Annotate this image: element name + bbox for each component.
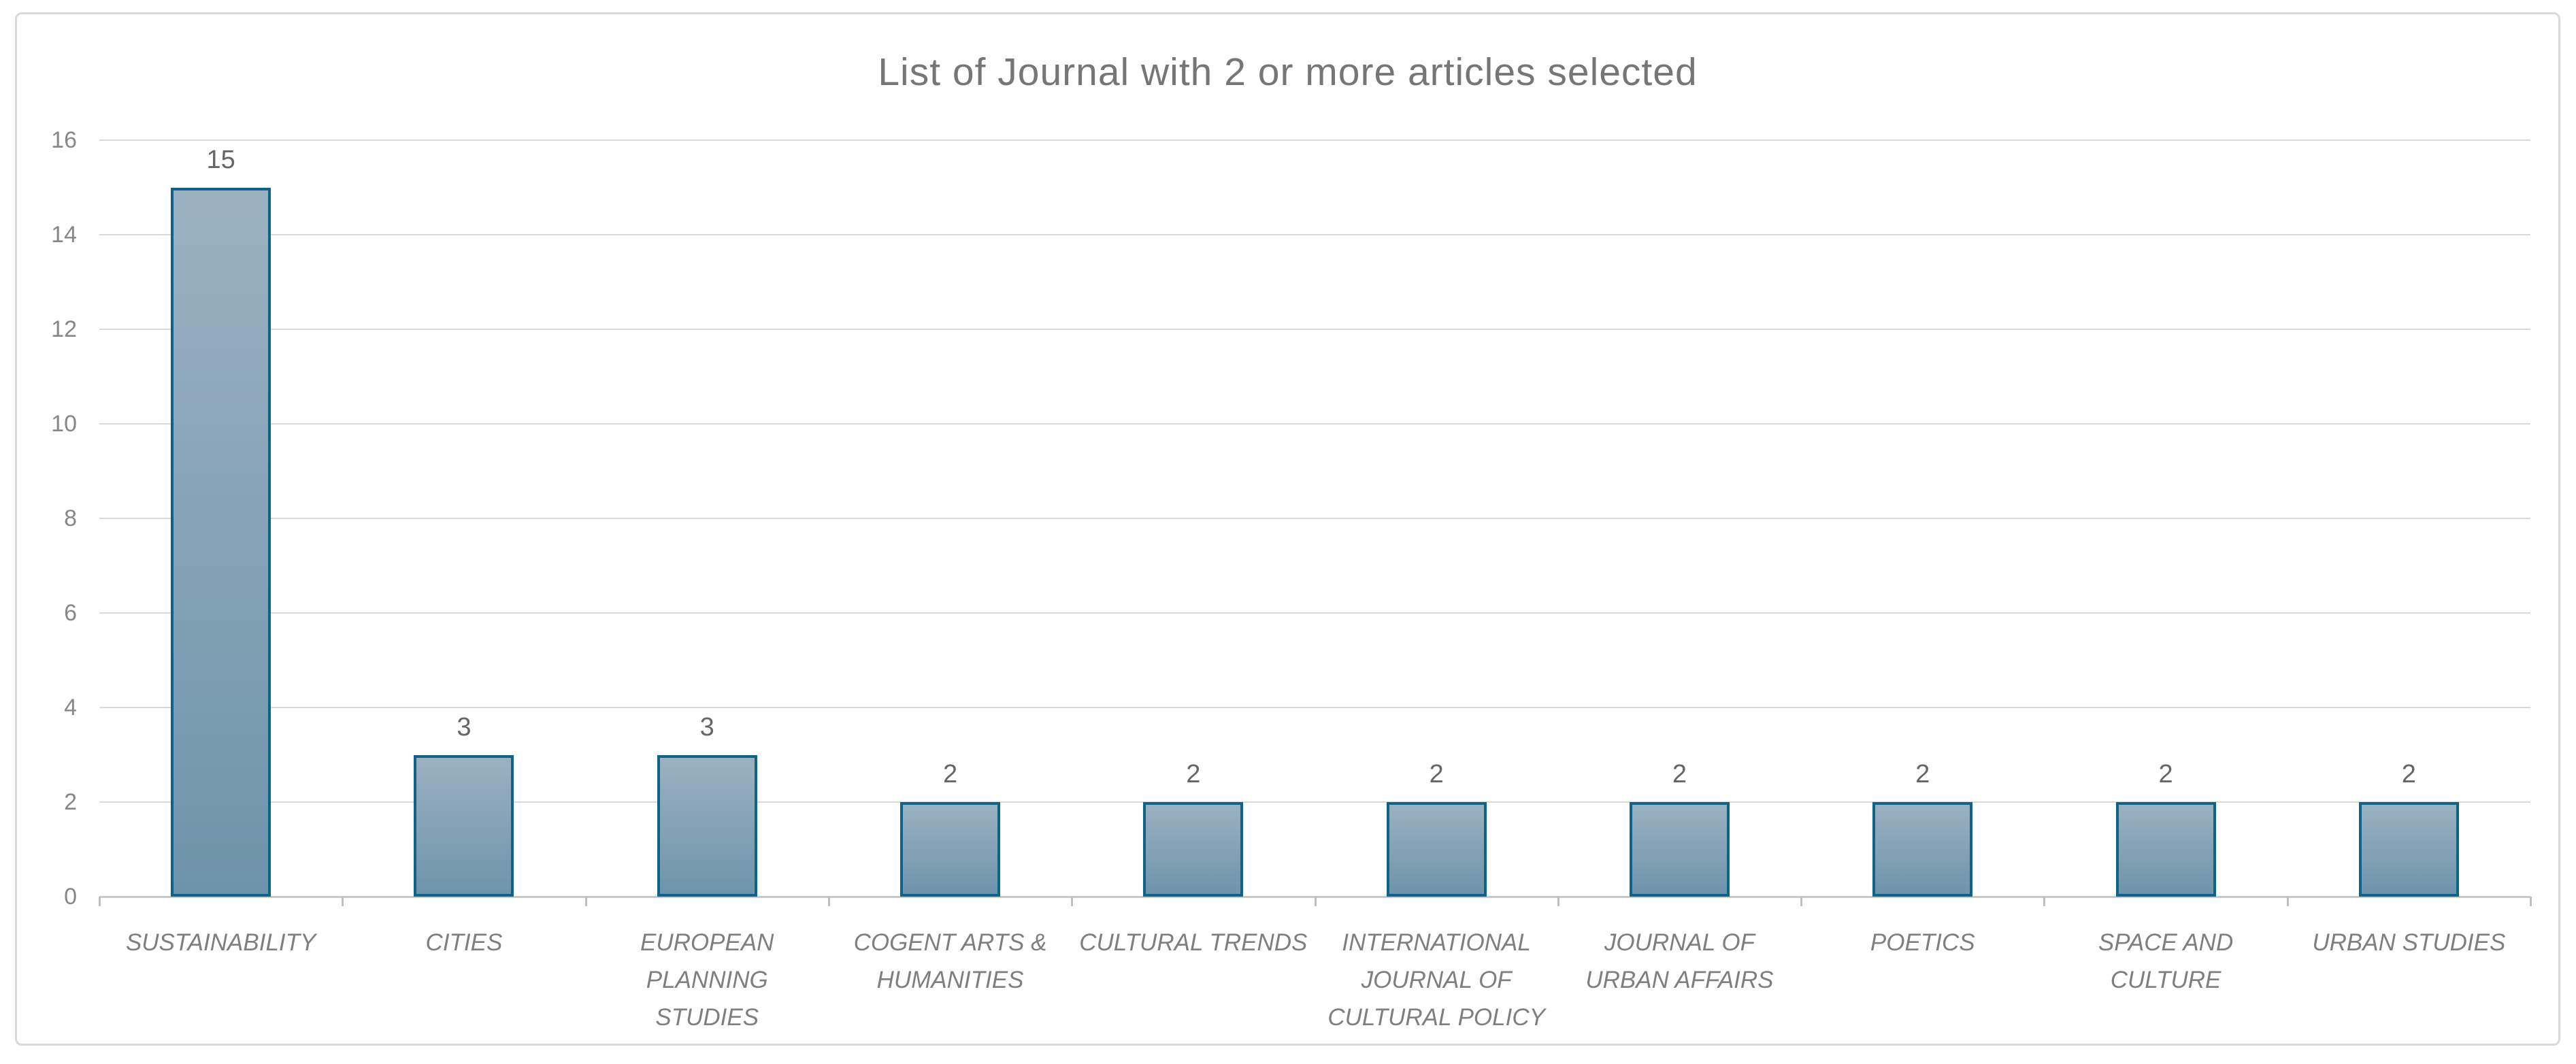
chart-title: List of Journal with 2 or more articles …	[878, 50, 1698, 94]
category-label-international-journal-of-cultural-policy: INTERNATIONAL JOURNAL OF CULTURAL POLICY	[1327, 929, 1545, 1031]
data-label-poetics: 2	[1915, 760, 1930, 788]
x-axis-tick	[1314, 897, 1317, 906]
bar-cultural-trends[interactable]	[1143, 802, 1244, 897]
y-axis-tick-label-14: 14	[51, 222, 77, 248]
category-label-sustainability: SUSTAINABILITY	[125, 929, 316, 956]
bar-sustainability[interactable]	[171, 187, 271, 897]
bar-poetics[interactable]	[1872, 802, 1973, 897]
category-label-cogent-arts-humanities: COGENT ARTS & HUMANITIES	[853, 929, 1047, 993]
bar-space-and-culture[interactable]	[2115, 802, 2216, 897]
x-axis-tick	[584, 897, 587, 906]
x-axis-tick	[99, 897, 101, 906]
x-axis-tick	[342, 897, 344, 906]
category-label-european-planning-studies: EUROPEAN PLANNING STUDIES	[640, 929, 774, 1031]
bar-international-journal-of-cultural-policy[interactable]	[1386, 802, 1487, 897]
chart-frame: List of Journal with 2 or more articles …	[15, 12, 2560, 1046]
category-label-cities: CITIES	[425, 929, 503, 956]
x-axis-tick	[1557, 897, 1559, 906]
x-axis-tick	[827, 897, 830, 906]
y-axis-tick-label-16: 16	[51, 127, 77, 153]
gridline-16	[99, 139, 2530, 141]
gridline-14	[99, 234, 2530, 235]
bar-urban-studies[interactable]	[2358, 802, 2459, 897]
data-label-cultural-trends: 2	[1186, 760, 1201, 788]
category-label-cultural-trends: CULTURAL TRENDS	[1079, 929, 1308, 956]
y-axis-tick-label-6: 6	[64, 600, 77, 626]
x-axis-tick	[2286, 897, 2289, 906]
gridline-4	[99, 707, 2530, 708]
gridline-12	[99, 329, 2530, 330]
y-axis-tick-label-4: 4	[64, 695, 77, 720]
data-label-cogent-arts-humanities: 2	[942, 760, 958, 788]
bar-european-planning-studies[interactable]	[657, 754, 757, 897]
bar-journal-of-urban-affairs[interactable]	[1629, 802, 1730, 897]
x-axis-tick	[2530, 897, 2532, 906]
y-axis-tick-label-8: 8	[64, 505, 77, 531]
y-axis-tick-label-2: 2	[64, 789, 77, 815]
y-axis-tick-label-0: 0	[64, 884, 77, 910]
gridline-10	[99, 423, 2530, 425]
bar-cities[interactable]	[414, 754, 514, 897]
data-label-urban-studies: 2	[2401, 760, 2416, 788]
gridline-2	[99, 801, 2530, 803]
data-label-cities: 3	[457, 712, 472, 742]
data-label-sustainability: 15	[206, 145, 235, 174]
y-axis-tick-label-10: 10	[51, 411, 77, 437]
data-label-european-planning-studies: 3	[699, 712, 714, 742]
data-label-international-journal-of-cultural-policy: 2	[1429, 760, 1444, 788]
y-axis-tick-label-12: 12	[51, 316, 77, 342]
category-label-journal-of-urban-affairs: JOURNAL OF URBAN AFFAIRS	[1585, 929, 1774, 993]
bar-cogent-arts-humanities[interactable]	[900, 802, 1001, 897]
gridline-8	[99, 518, 2530, 519]
x-axis-tick	[1071, 897, 1074, 906]
data-label-space-and-culture: 2	[2158, 760, 2173, 788]
x-axis-tick	[2043, 897, 2046, 906]
x-axis-tick	[1800, 897, 1803, 906]
gridline-6	[99, 612, 2530, 614]
data-label-journal-of-urban-affairs: 2	[1672, 760, 1687, 788]
category-label-poetics: POETICS	[1870, 929, 1975, 956]
category-label-space-and-culture: SPACE AND CULTURE	[2098, 929, 2234, 993]
category-label-urban-studies: URBAN STUDIES	[2312, 929, 2506, 956]
